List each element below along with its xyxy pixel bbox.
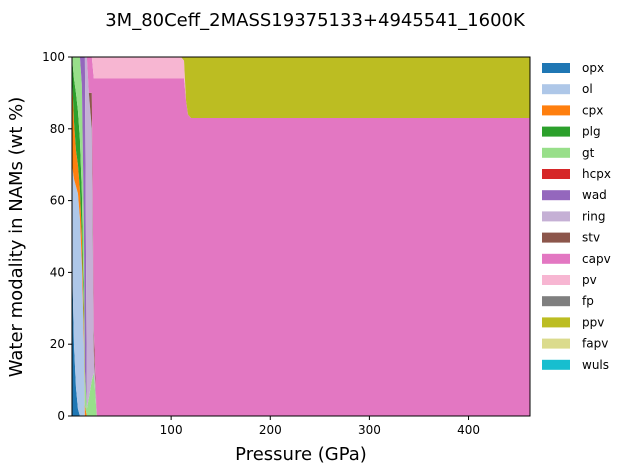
legend-swatch-pv bbox=[542, 275, 570, 285]
legend-label-fp: fp bbox=[582, 294, 594, 308]
y-tick-label: 40 bbox=[50, 265, 65, 279]
legend-label-gt: gt bbox=[582, 146, 595, 160]
y-tick-label: 20 bbox=[50, 337, 65, 351]
legend-label-pv: pv bbox=[582, 273, 597, 287]
x-axis-label: Pressure (GPa) bbox=[235, 444, 367, 465]
area-ppv bbox=[72, 57, 530, 119]
x-tick-label: 400 bbox=[457, 423, 480, 437]
legend-label-cpx: cpx bbox=[582, 103, 603, 117]
y-tick-label: 60 bbox=[50, 194, 65, 208]
legend-swatch-wad bbox=[542, 190, 570, 201]
legend-label-capv: capv bbox=[582, 252, 611, 266]
legend-label-opx: opx bbox=[582, 61, 604, 75]
x-axis-ticks: 100 200 300 400 bbox=[160, 416, 480, 437]
legend-swatch-cpx bbox=[542, 105, 570, 116]
x-tick-label: 300 bbox=[358, 423, 381, 437]
area-layers bbox=[72, 57, 530, 416]
y-tick-label: 80 bbox=[50, 122, 65, 136]
chart-title: 3M_80Ceff_2MASS19375133+4945541_1600K bbox=[105, 10, 526, 31]
legend-swatch-plg bbox=[542, 126, 570, 137]
legend-swatch-fapv bbox=[542, 338, 570, 349]
plot-area bbox=[71, 56, 531, 417]
legend-swatch-fp bbox=[542, 296, 570, 307]
legend-swatch-opx bbox=[542, 63, 570, 73]
area-pv bbox=[72, 57, 530, 119]
legend-swatch-gt bbox=[542, 147, 570, 158]
legend-label-plg: plg bbox=[582, 125, 601, 139]
axes-frame bbox=[71, 56, 531, 417]
legend-swatch-stv bbox=[542, 232, 570, 243]
y-axis-label: Water modality in NAMs (wt %) bbox=[6, 97, 27, 378]
legend-swatch-capv bbox=[542, 253, 570, 264]
x-tick-label: 200 bbox=[259, 423, 282, 437]
y-axis-ticks: 0 20 40 60 80 100 bbox=[42, 50, 72, 423]
legend: opx ol cpx plg gt hcpx wad ring stv capv pv fp ppv fa… bbox=[542, 61, 611, 372]
legend-label-fapv: fapv bbox=[582, 337, 608, 351]
y-tick-label: 0 bbox=[57, 409, 65, 423]
legend-label-ring: ring bbox=[582, 209, 606, 223]
legend-swatch-wuls bbox=[542, 359, 570, 370]
legend-label-stv: stv bbox=[582, 231, 600, 245]
area-capv bbox=[72, 57, 530, 416]
x-tick-label: 100 bbox=[160, 423, 183, 437]
legend-label-wuls: wuls bbox=[582, 358, 609, 372]
legend-swatch-hcpx bbox=[542, 169, 570, 179]
legend-swatch-ol bbox=[542, 84, 570, 95]
legend-label-hcpx: hcpx bbox=[582, 167, 611, 181]
legend-label-ol: ol bbox=[582, 82, 593, 96]
legend-label-ppv: ppv bbox=[582, 315, 604, 329]
legend-swatch-ppv bbox=[542, 317, 570, 328]
legend-label-wad: wad bbox=[582, 188, 607, 202]
y-tick-label: 100 bbox=[42, 50, 65, 64]
legend-swatch-ring bbox=[542, 211, 570, 222]
